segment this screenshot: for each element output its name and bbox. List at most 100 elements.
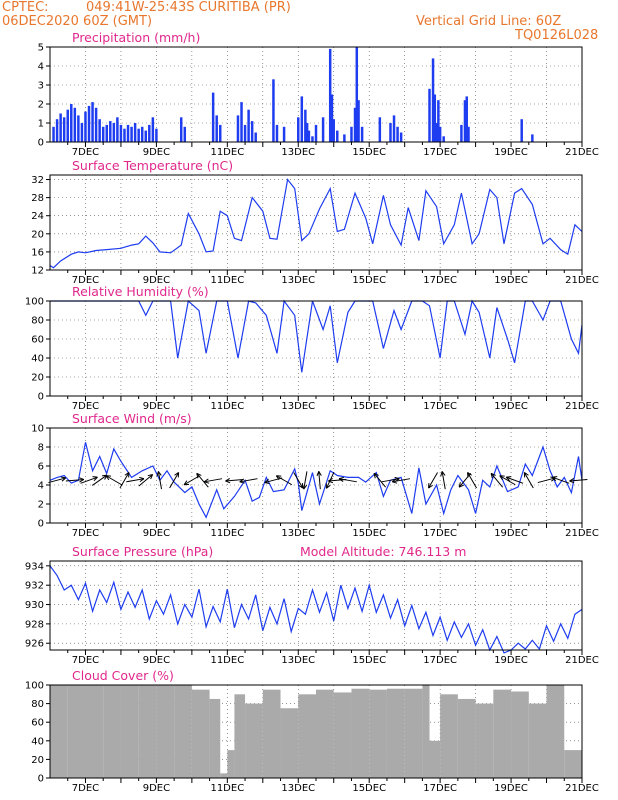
wind-arrow-head xyxy=(79,479,85,483)
wind-arrow-head xyxy=(298,484,304,489)
wind-arrow xyxy=(458,473,472,488)
x-tick-label: 17DEC xyxy=(423,528,457,539)
precip-bar xyxy=(240,102,243,142)
wind-arrow xyxy=(65,478,84,482)
cloud-bar xyxy=(227,750,235,778)
y-tick-label: 40 xyxy=(31,736,44,747)
precip-bar xyxy=(431,58,435,142)
precip-bar xyxy=(179,117,183,142)
wind-arrow-head xyxy=(394,476,400,480)
x-tick-label: 15DEC xyxy=(352,783,386,794)
wind-arrow xyxy=(338,478,357,483)
wind-arrow xyxy=(293,472,304,489)
x-tick-label: 11DEC xyxy=(210,147,244,158)
y-tick-label: 16 xyxy=(31,247,44,258)
y-tick-label: 28 xyxy=(31,193,44,204)
wind-arrow-head xyxy=(328,478,333,482)
precip-bar xyxy=(463,100,467,142)
wind-arrow-head xyxy=(391,478,397,483)
wind-arrow-head xyxy=(499,475,503,481)
y-tick-label: 24 xyxy=(31,211,44,222)
wind-arrow-head xyxy=(373,472,379,476)
x-tick-label: 17DEC xyxy=(423,655,457,666)
precip-bar xyxy=(215,115,218,142)
y-tick-label: 60 xyxy=(31,718,44,729)
x-tick-label: 7DEC xyxy=(72,275,99,286)
precip-bar xyxy=(321,117,325,142)
x-tick-label: 7DEC xyxy=(72,401,99,412)
wind-arrow-head xyxy=(147,473,153,477)
cloud-bar xyxy=(220,773,228,778)
precip-bar xyxy=(84,111,87,142)
header-grid-note: Vertical Grid Line: 60Z xyxy=(416,14,562,29)
wind-arrow-head xyxy=(392,481,398,484)
cloud-bar xyxy=(85,685,104,778)
precip-bar xyxy=(133,123,137,142)
x-tick-label: 21DEC xyxy=(565,783,599,794)
cloud-bar xyxy=(280,708,299,778)
panel-precip: 0 1 2 3 4 5 7DEC 9DEC 11DEC 13DEC 15DEC 17DEC 19DEC 2… xyxy=(38,30,599,158)
cloud-bar xyxy=(138,685,157,778)
precip-bar xyxy=(355,47,359,142)
precip-bar xyxy=(442,136,445,142)
precip-bar xyxy=(148,124,151,142)
precip-bar xyxy=(98,119,101,142)
wind-arrow-head xyxy=(225,478,231,482)
wind-arrow-head xyxy=(60,476,66,479)
cloud-bar xyxy=(528,703,547,778)
y-tick-label: 4 xyxy=(38,62,44,73)
wind-arrow-head xyxy=(196,473,199,479)
wind-arrow-head xyxy=(441,471,446,476)
wind-arrow xyxy=(91,474,108,486)
precip-bar xyxy=(330,94,334,142)
precip-bar xyxy=(119,124,123,142)
cloud-bar xyxy=(475,703,494,778)
precip-bar xyxy=(304,109,307,142)
precip-bar xyxy=(140,126,144,142)
wind-arrow-head xyxy=(490,473,493,479)
precip-bar xyxy=(437,100,440,142)
x-tick-label: 7DEC xyxy=(72,655,99,666)
precip-bar xyxy=(62,117,66,142)
precip-bar xyxy=(52,126,55,142)
precip-bar xyxy=(311,136,314,142)
wind-arrow xyxy=(204,478,223,483)
wind-arrow-head xyxy=(105,475,110,481)
y-tick-label: 20 xyxy=(31,373,44,384)
y-tick-label: 0 xyxy=(38,138,44,149)
precip-bar xyxy=(300,96,304,142)
precip-bar xyxy=(80,123,84,142)
cloud-bar xyxy=(262,689,281,778)
wind-arrow xyxy=(276,475,293,486)
wind-arrow xyxy=(318,471,321,490)
wind-arrow xyxy=(138,474,153,487)
wind-arrow xyxy=(499,475,516,486)
wind-arrow xyxy=(569,478,588,482)
y-tick-label: 0 xyxy=(38,392,44,403)
panel-title-rh: Relative Humidity (%) xyxy=(72,284,209,299)
panel-title-wind: Surface Wind (m/s) xyxy=(72,411,192,426)
wind-arrow xyxy=(523,472,534,489)
wind-arrow xyxy=(303,471,308,490)
wind-arrow xyxy=(225,478,244,482)
wind-arrow xyxy=(441,471,446,490)
wind-arrow xyxy=(505,476,524,484)
x-tick-label: 17DEC xyxy=(423,147,457,158)
precip-bar xyxy=(343,134,346,142)
wind-arrow-head xyxy=(316,471,320,477)
precip-bar xyxy=(399,132,403,142)
precip-bar xyxy=(438,126,442,142)
wind-arrow xyxy=(126,478,145,483)
wind-arrow-head xyxy=(506,476,512,478)
x-tick-label: 13DEC xyxy=(281,275,315,286)
precip-bar xyxy=(91,102,94,142)
cloud-bar xyxy=(103,685,121,778)
x-tick-label: 11DEC xyxy=(210,783,244,794)
header-code: TQ0126L028 xyxy=(515,28,599,43)
cloud-bar xyxy=(351,688,370,778)
wind-arrow-head xyxy=(569,480,575,484)
cloud-bar xyxy=(386,688,405,778)
wind-arrow-head xyxy=(204,481,210,484)
precip-bar xyxy=(332,119,335,142)
